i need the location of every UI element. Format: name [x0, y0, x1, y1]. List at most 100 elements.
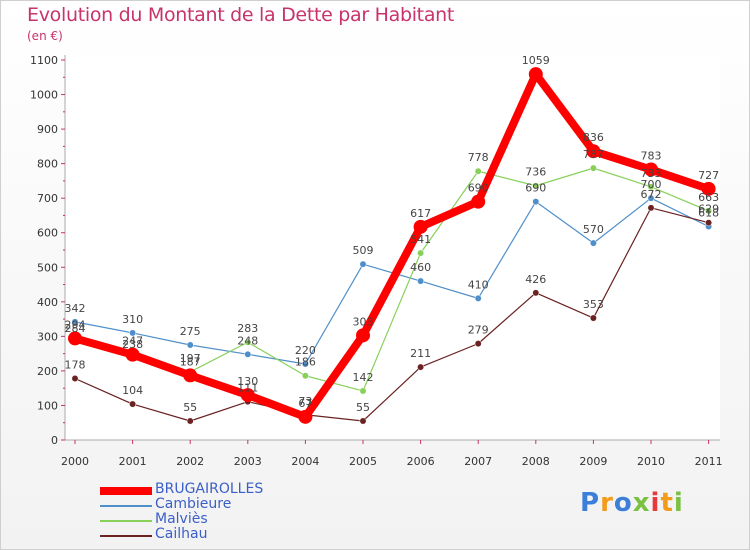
x-tick-label: 2010 [637, 455, 665, 468]
logo-letter: o [613, 488, 633, 518]
legend-swatch [100, 535, 152, 537]
data-label: 663 [698, 191, 719, 204]
data-point [417, 363, 425, 371]
data-label: 73 [298, 395, 312, 408]
data-label: 104 [122, 384, 143, 397]
logo-letter: i [650, 488, 661, 518]
y-tick-label: 100 [37, 399, 58, 412]
data-label: 353 [583, 298, 604, 311]
data-point [359, 387, 367, 395]
data-point [298, 409, 313, 424]
data-label: 303 [353, 315, 374, 328]
plot-area [65, 55, 720, 440]
y-tick-label: 200 [37, 365, 58, 378]
data-point [647, 204, 655, 212]
data-label: 310 [122, 313, 143, 326]
data-label: 733 [641, 167, 662, 180]
data-point [528, 67, 543, 82]
data-label: 197 [180, 352, 201, 365]
data-label: 1059 [522, 54, 550, 67]
data-label: 284 [65, 322, 86, 335]
data-point [359, 260, 367, 268]
series-line-cailhau [74, 207, 710, 422]
legend-label: Cailhau [155, 526, 208, 542]
x-tick-label: 2001 [119, 455, 147, 468]
data-point [301, 360, 309, 368]
proxiti-logo: Proxiti [580, 488, 684, 518]
data-label: 778 [468, 151, 489, 164]
y-tick-label: 500 [37, 261, 58, 274]
data-point [301, 372, 309, 380]
data-label: 55 [356, 401, 370, 414]
data-label: 736 [525, 166, 546, 179]
legend-swatch [100, 520, 152, 522]
data-point [71, 375, 79, 382]
data-point [647, 183, 655, 191]
data-label: 672 [641, 188, 662, 201]
data-label: 211 [410, 347, 431, 360]
data-point [186, 417, 194, 425]
data-point [244, 338, 252, 346]
x-tick-label: 2006 [407, 455, 435, 468]
legend-label: Malviès [155, 511, 208, 527]
x-tick-label: 2003 [234, 455, 262, 468]
y-tick-label: 400 [37, 296, 58, 309]
data-label: 426 [525, 273, 546, 286]
data-point [647, 194, 655, 202]
data-point [68, 331, 82, 346]
data-point [474, 294, 482, 302]
logo-letter: i [673, 488, 684, 518]
data-point [417, 249, 425, 257]
data-label: 186 [295, 356, 316, 369]
x-tick-label: 2004 [291, 455, 319, 468]
data-point [359, 417, 367, 425]
series-line-brugairolles [71, 70, 713, 421]
x-tick-label: 2008 [522, 455, 550, 468]
data-point [589, 239, 597, 247]
data-point [586, 144, 601, 159]
logo-letter: t [660, 488, 674, 518]
data-label: 130 [237, 375, 258, 388]
y-tick-label: 700 [37, 192, 58, 205]
y-tick-label: 800 [37, 158, 58, 171]
data-point [129, 329, 137, 337]
data-label: 248 [237, 334, 258, 347]
x-tick-label: 2009 [579, 455, 607, 468]
data-point [532, 289, 540, 297]
data-label: 111 [237, 382, 258, 395]
data-point [71, 318, 79, 326]
y-tick-label: 1100 [30, 54, 58, 67]
data-label: 460 [410, 261, 431, 274]
data-label: 142 [353, 371, 374, 384]
chart-subtitle: (en €) [27, 29, 63, 43]
data-point [532, 182, 540, 190]
data-label: 283 [237, 322, 258, 335]
x-tick-label: 2005 [349, 455, 377, 468]
data-label: 836 [583, 131, 604, 144]
data-point [186, 341, 194, 349]
data-label: 279 [468, 324, 489, 337]
data-label: 294 [65, 318, 86, 331]
data-point [240, 388, 255, 403]
data-label: 238 [122, 338, 143, 351]
data-label: 690 [525, 182, 546, 195]
data-point [705, 219, 713, 227]
data-point [474, 340, 482, 348]
data-point [532, 198, 540, 206]
data-point [417, 277, 425, 285]
logo-letter: P [580, 488, 601, 518]
data-point [644, 162, 658, 177]
data-point [244, 350, 252, 358]
chart-title: Evolution du Montant de la Dette par Hab… [27, 4, 455, 26]
data-point [125, 347, 140, 362]
data-label: 410 [468, 278, 489, 291]
data-point [356, 328, 370, 343]
logo-letter: x [632, 488, 651, 518]
data-point [471, 194, 486, 209]
data-label: 275 [180, 325, 201, 338]
data-label: 247 [122, 335, 143, 348]
data-label: 783 [641, 150, 662, 163]
y-tick-label: 600 [37, 227, 58, 240]
data-point [701, 181, 716, 196]
